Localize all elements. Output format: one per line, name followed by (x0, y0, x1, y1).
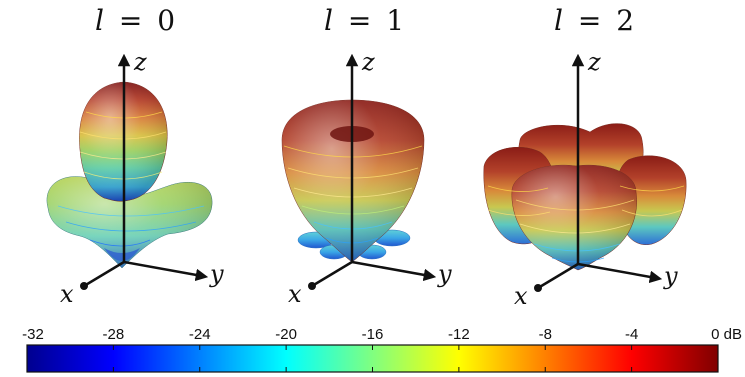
title-eq: = (119, 4, 142, 37)
axes-l2 (537, 53, 663, 290)
colorbar-tick-label: -8 (539, 326, 552, 343)
y-label: y (437, 260, 452, 288)
z-label: z (133, 48, 147, 76)
colorbar-tick-label: -24 (189, 326, 211, 343)
title-eq: = (578, 4, 601, 37)
colorbar-tick-label: -20 (275, 326, 297, 343)
x-label: x (514, 282, 528, 310)
title-n: 1 (386, 4, 404, 37)
y-label: y (209, 260, 224, 288)
x-axis-dot (534, 284, 542, 292)
x-axis (537, 262, 579, 290)
y-axis (577, 262, 663, 284)
panel-title: l = 1 (324, 4, 404, 37)
axes-l0 (83, 53, 209, 288)
panel-l1: l = 1 (281, 4, 452, 308)
axes-l1 (311, 53, 437, 288)
y-axis (351, 260, 437, 282)
colorbar-tick-label: -32 (22, 326, 44, 343)
z-label: z (587, 48, 601, 76)
lobe-surface (483, 123, 687, 271)
title-n: 2 (616, 4, 634, 37)
x-axis (83, 260, 125, 288)
panel-title: l = 2 (554, 4, 634, 37)
title-l: l (554, 4, 563, 37)
panel-l2: l = 2 (483, 4, 687, 310)
title-n: 0 (157, 4, 175, 37)
x-axis (311, 260, 353, 288)
y-axis (123, 260, 209, 282)
colorbar-tick-label: -12 (448, 326, 470, 343)
x-axis-dot (308, 282, 316, 290)
lobe-surface (46, 81, 213, 269)
x-label: x (60, 280, 74, 308)
x-axis-dot (80, 282, 88, 290)
panel-l0: l = 0 (46, 4, 224, 308)
title-l: l (95, 4, 104, 37)
title-eq: = (348, 4, 371, 37)
colorbar-tick-label: -4 (625, 326, 638, 343)
colorbar: -32 -28 -24 -20 -16 -12 -8 -4 0 dB (22, 326, 742, 373)
colorbar-tick-label: -16 (362, 326, 384, 343)
z-label: z (361, 48, 375, 76)
panel-title: l = 0 (95, 4, 175, 37)
colorbar-tick-label: 0 dB (711, 326, 742, 343)
y-label: y (663, 262, 678, 290)
title-l: l (324, 4, 333, 37)
colorbar-tick-label: -28 (103, 326, 125, 343)
x-label: x (288, 280, 302, 308)
